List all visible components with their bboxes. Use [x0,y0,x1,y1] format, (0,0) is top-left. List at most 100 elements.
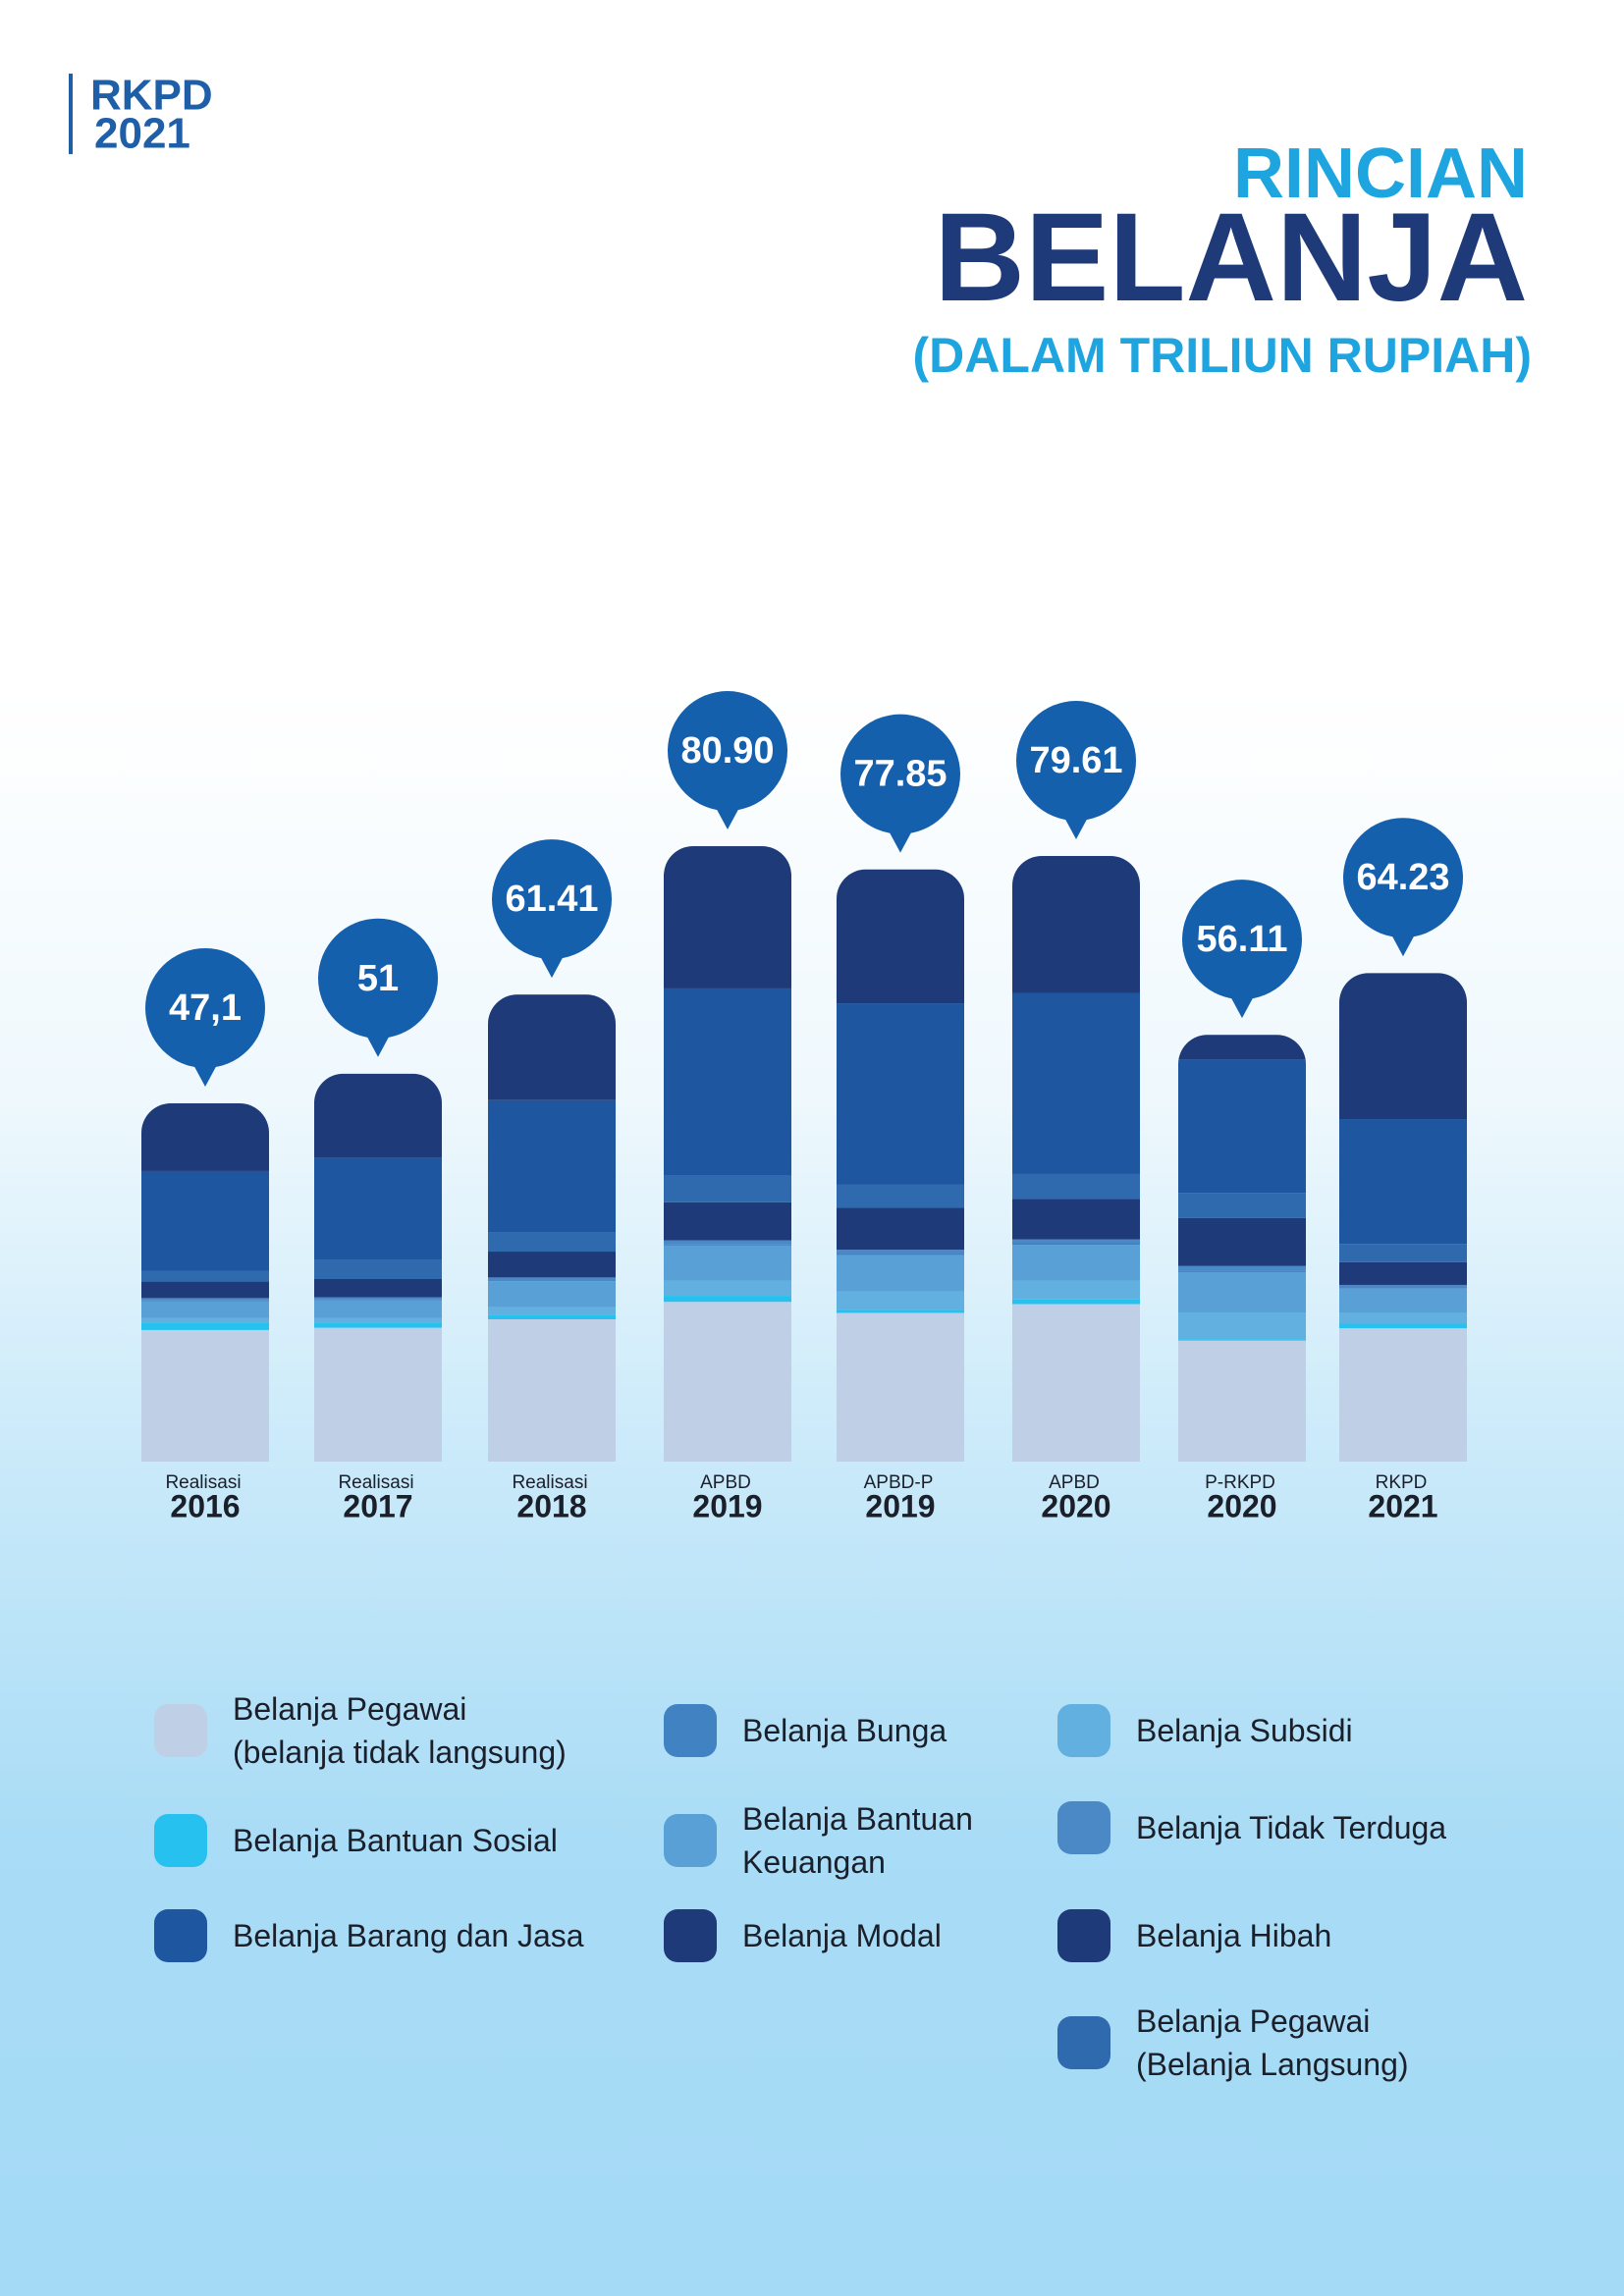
total-bubble [492,839,612,979]
bar-stack [141,1102,269,1462]
bar-segment [488,1232,616,1253]
bar-segment [314,1299,442,1301]
bar-segment [141,1301,269,1318]
bar-segment [488,1252,616,1278]
bar-segment [1012,1299,1140,1305]
bubble-pointer [191,1060,219,1087]
legend-label: Belanja Tidak Terduga [1136,1810,1447,1845]
bar-segment [141,1170,269,1271]
bubble-circle [1343,818,1463,938]
bar-segment [664,1240,791,1245]
x-tick-label: APBD [700,1472,751,1493]
bar-segment [1178,1035,1306,1060]
bar-segment [488,1280,616,1282]
legend-item: Belanja Modal [664,1909,942,1962]
x-tick-year: 2017 [343,1488,412,1523]
legend-label: Belanja Barang dan Jasa [233,1918,584,1953]
bar-segment [1339,1288,1467,1313]
legend-item: Belanja Subsidi [1057,1704,1353,1757]
x-tick-label: APBD [1049,1472,1100,1493]
legend-label: Belanja Pegawai (Belanja Langsung) [1136,2003,1409,2082]
total-label: 64.23 [1356,857,1449,898]
legend-swatch [154,1814,207,1867]
total-label: 61.41 [505,879,598,920]
bar-segment [837,1255,964,1292]
total-bubble [1182,880,1302,1019]
bubble-circle [840,714,960,834]
bar-segment [1178,1193,1306,1218]
bar-segment [837,1291,964,1310]
x-tick-year: 2016 [170,1488,240,1523]
bar-segment [314,1317,442,1323]
bar-stack [488,994,616,1462]
bar-stack [1178,1035,1306,1462]
bar-segment [314,1327,442,1462]
bar-segment [314,1297,442,1300]
bar-segment [664,1244,791,1246]
bar-segment [1012,1243,1140,1246]
x-tick-year: 2020 [1207,1488,1276,1523]
total-bubble [668,691,787,830]
bar-segment [1012,1245,1140,1281]
bar-segment [664,1280,791,1297]
bar-segment [488,1277,616,1281]
bar-stack [314,1073,442,1462]
total-bubble [840,714,960,853]
bar-segment [837,1254,964,1255]
bar-segment [314,1322,442,1328]
bar-segment [664,1201,791,1241]
bar-segment [837,869,964,1004]
x-tick-year: 2021 [1368,1488,1437,1523]
bar-segment [1178,1265,1306,1271]
bar-segment [1178,1271,1306,1313]
bar-segment [141,1317,269,1323]
total-bubble [318,918,438,1057]
total-label: 47,1 [169,988,242,1029]
legend-swatch [1057,2016,1110,2069]
legend-swatch [154,1909,207,1962]
bar-segment [141,1300,269,1302]
legend-label: Belanja Bantuan Sosial [233,1823,558,1858]
total-label: 77.85 [853,754,947,795]
x-tick-year: 2019 [865,1488,935,1523]
bar-segment [141,1298,269,1301]
bar-segment [1339,1312,1467,1324]
legend-item: Belanja Bantuan Sosial [154,1814,558,1867]
legend-label: Belanja Subsidi [1136,1713,1353,1748]
x-tick-label: Realisasi [338,1472,413,1493]
bubble-pointer [538,952,566,979]
bar-segment [1339,1323,1467,1329]
legend-swatch [1057,1801,1110,1854]
bar-segment [141,1322,269,1330]
bar-stack [837,869,964,1462]
x-tick-label: RKPD [1376,1472,1428,1493]
bar-segment [488,1099,616,1233]
bar-segment [837,1207,964,1251]
total-label: 80.90 [680,730,774,772]
bar-segment [837,1250,964,1255]
x-tick-label: P-RKPD [1205,1472,1275,1493]
legend-swatch [1057,1909,1110,1962]
brand: RKPD [90,72,213,120]
bubble-pointer [1062,814,1090,840]
bubble-pointer [887,827,914,853]
bar-segment [837,1309,964,1313]
bar-stack [1012,856,1140,1462]
bar-segment [141,1102,269,1171]
chart-title-main: BELANJA [935,187,1529,328]
bubble-circle [318,918,438,1039]
bubble-pointer [1389,931,1417,957]
total-bubble [1343,818,1463,957]
bar-segment [1339,1328,1467,1462]
bar-segment [1178,1270,1306,1272]
legend-label: Belanja Bantuan Keuangan [742,1801,973,1880]
bar-segment [1012,992,1140,1174]
legend-label: Belanja Modal [742,1918,942,1953]
bar-segment [664,1296,791,1303]
legend-item: Belanja Bunga [664,1704,947,1757]
bubble-circle [1016,701,1136,822]
bar-segment [314,1300,442,1318]
bar-segment [1012,1304,1140,1462]
brand-year: 2021 [94,110,190,158]
